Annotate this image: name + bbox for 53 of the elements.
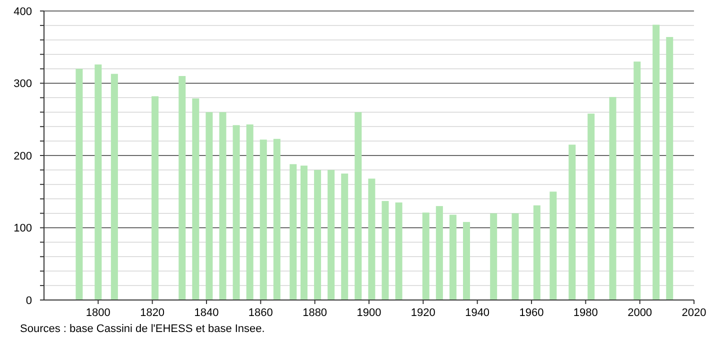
- bar: [449, 214, 456, 300]
- bar: [290, 164, 297, 300]
- bar: [666, 37, 674, 300]
- bar: [246, 124, 254, 300]
- y-tick-label: 300: [14, 78, 32, 90]
- x-tick-label: 1980: [573, 306, 598, 319]
- x-tick-label: 2000: [628, 306, 652, 319]
- bar: [395, 202, 402, 300]
- bar: [533, 205, 540, 300]
- bar: [152, 96, 159, 300]
- bar: [232, 125, 240, 300]
- x-tick-label: 1960: [519, 306, 544, 319]
- y-tick-label: 0: [26, 294, 32, 307]
- bar: [206, 112, 213, 300]
- x-tick-label: 1840: [194, 306, 219, 319]
- bar: [512, 213, 519, 300]
- bar: [382, 201, 389, 300]
- bar: [328, 170, 335, 300]
- bar: [634, 62, 641, 300]
- bar: [609, 96, 616, 300]
- bar: [354, 112, 362, 300]
- bar: [314, 170, 322, 300]
- bar: [588, 114, 595, 300]
- bar: [490, 213, 498, 300]
- x-tick-label: 1940: [465, 306, 490, 319]
- x-tick-label: 2020: [682, 306, 706, 319]
- y-tick-label: 400: [14, 6, 32, 18]
- source-note: Sources : base Cassini de l'EHESS et base Insee.: [20, 323, 265, 335]
- bar: [341, 174, 348, 300]
- x-tick-label: 1820: [140, 306, 165, 319]
- bar: [273, 138, 280, 300]
- bar: [652, 24, 660, 300]
- bar: [94, 64, 102, 300]
- bar: [260, 140, 267, 300]
- bar: [436, 206, 443, 300]
- bar: [76, 68, 83, 300]
- bar: [219, 112, 226, 300]
- bar: [178, 76, 186, 300]
- x-tick-label: 1920: [410, 306, 436, 319]
- bar: [300, 166, 308, 300]
- x-tick-label: 1900: [356, 306, 382, 319]
- bar: [422, 212, 430, 300]
- y-tick-label: 200: [14, 150, 32, 162]
- bar: [568, 144, 576, 300]
- y-tick-label: 100: [14, 222, 32, 235]
- bar: [463, 222, 470, 300]
- bar: [368, 178, 376, 300]
- bar: [192, 98, 200, 300]
- x-tick-label: 1860: [248, 306, 273, 319]
- bar: [110, 74, 118, 300]
- x-tick-label: 1800: [86, 306, 110, 319]
- bar: [550, 192, 557, 300]
- x-tick-label: 1880: [302, 306, 328, 319]
